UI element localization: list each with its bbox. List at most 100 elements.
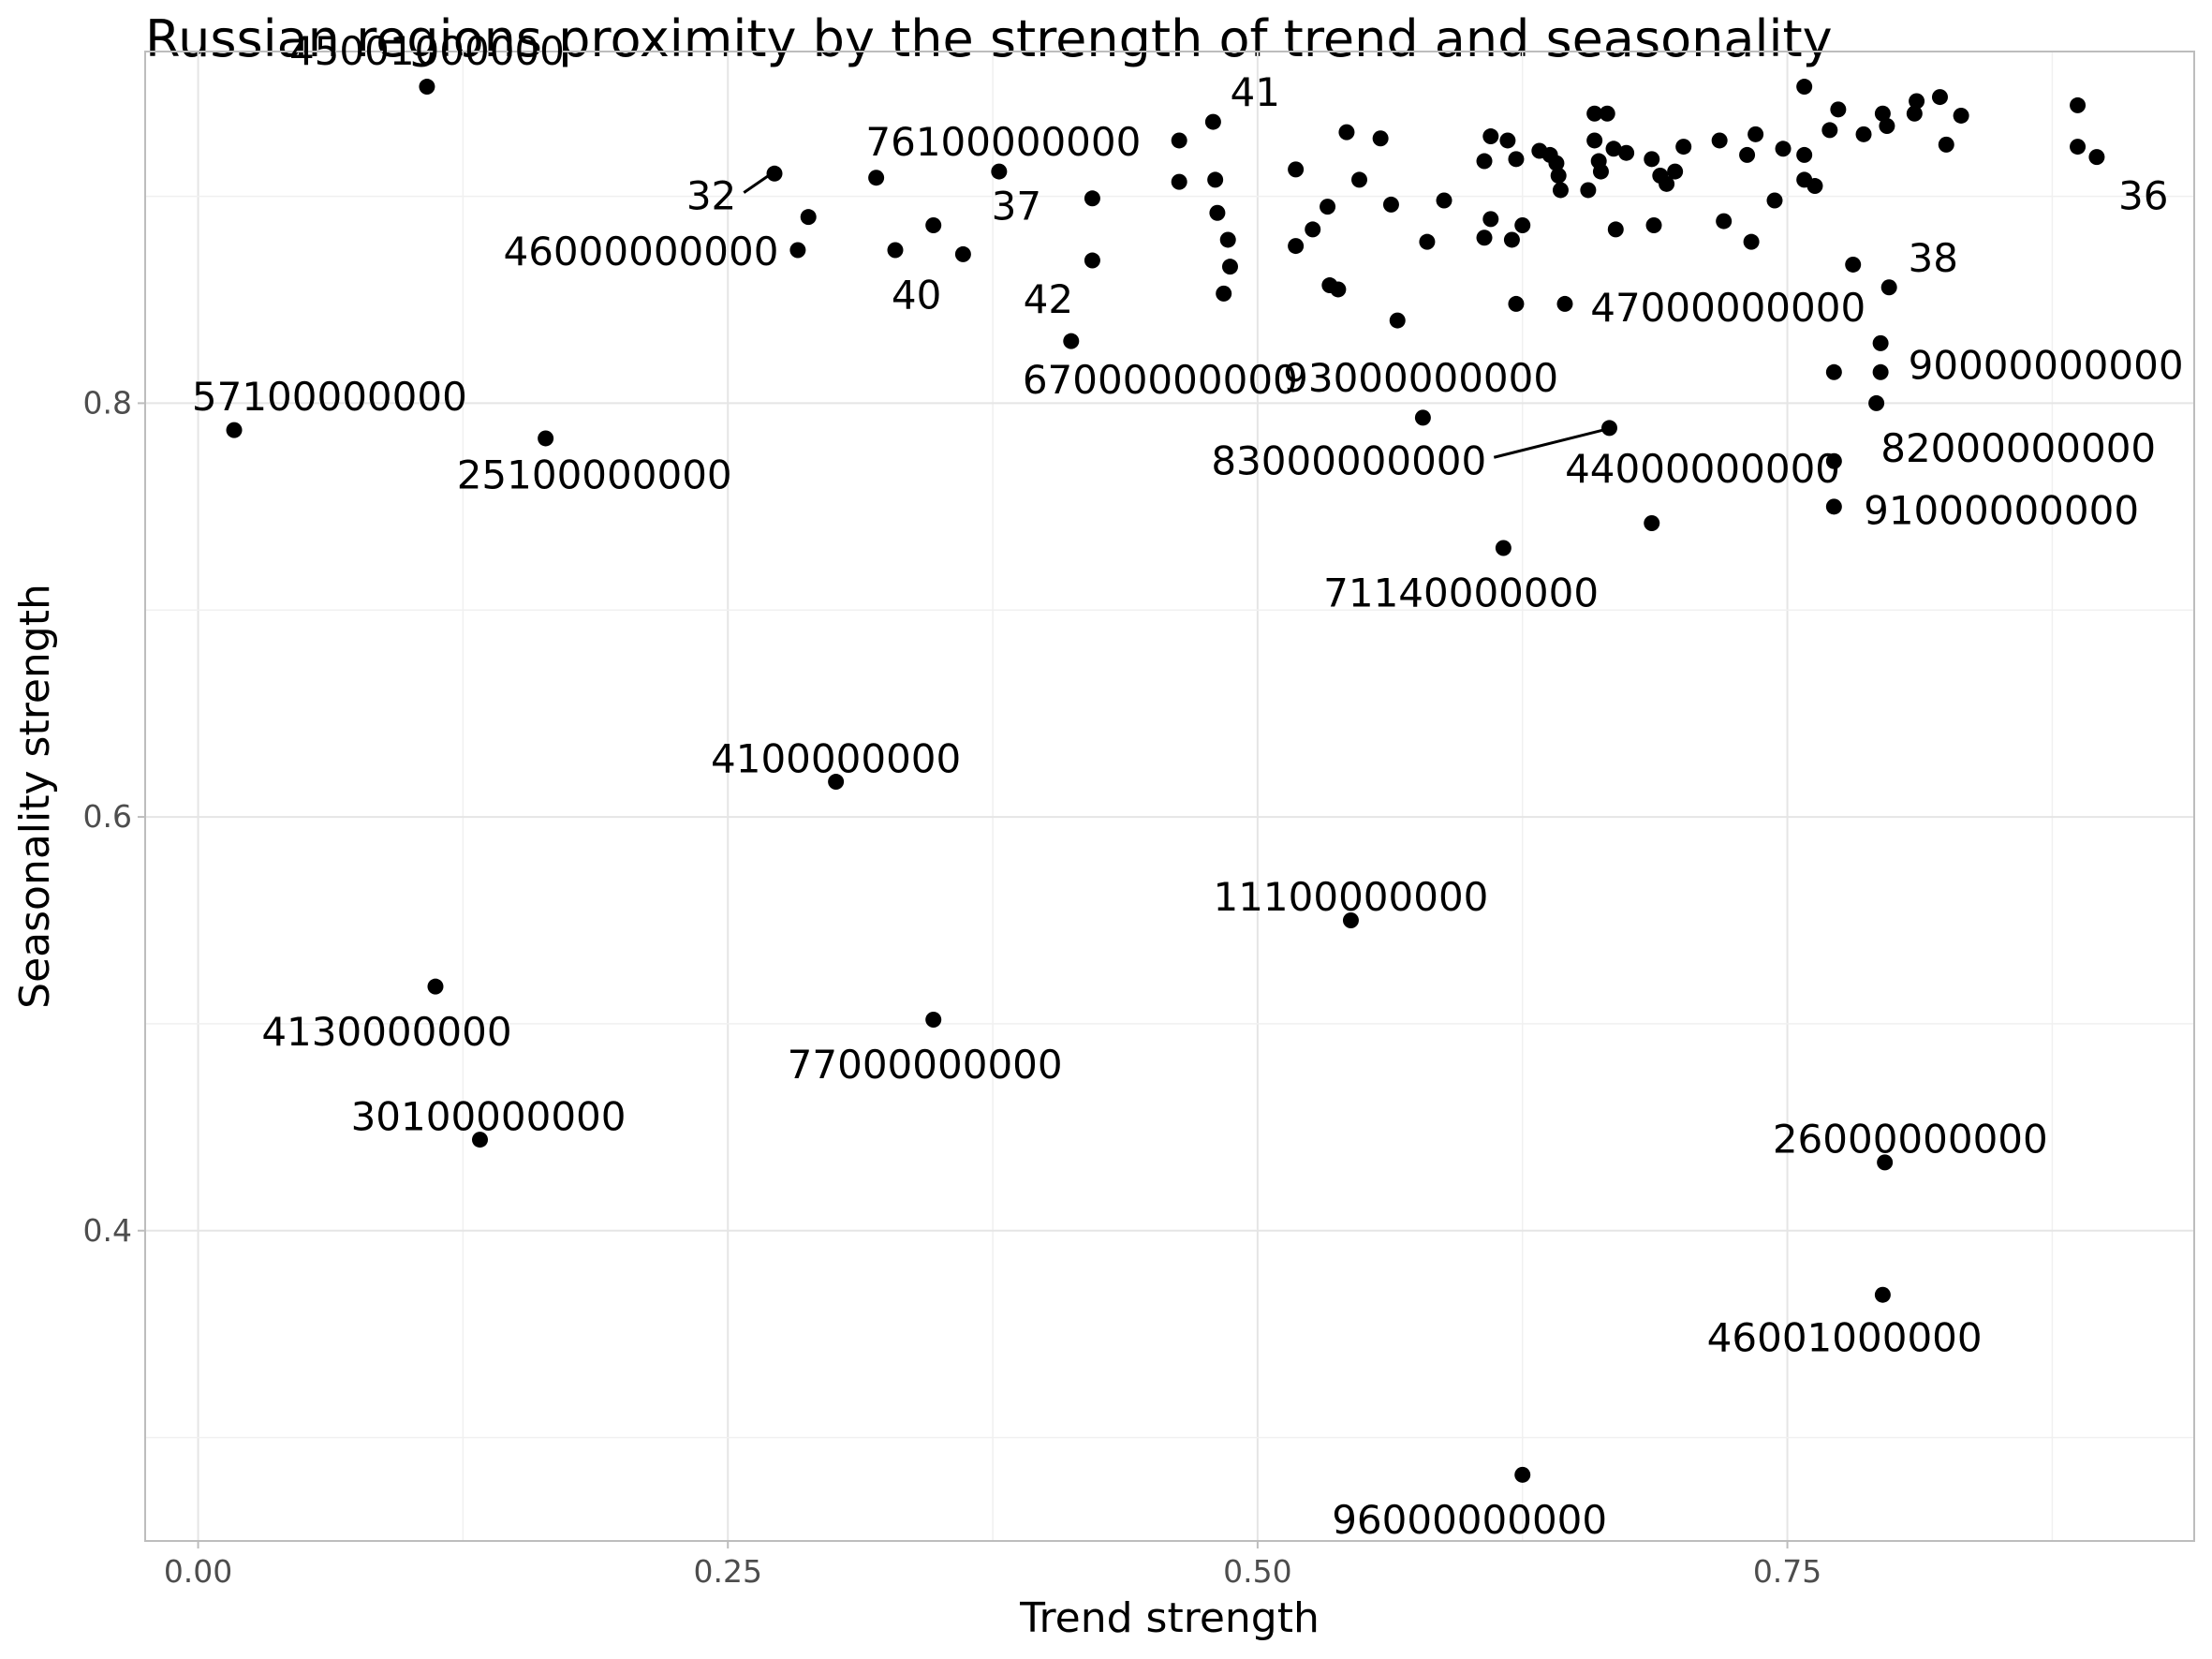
data-point [1618, 144, 1635, 161]
data-point [1711, 132, 1728, 149]
data-point [1906, 105, 1923, 122]
data-point [1482, 128, 1499, 145]
data-point [1063, 333, 1080, 349]
point-label: 44000000000 [1565, 446, 1840, 492]
grid [145, 52, 2194, 1541]
x-tick-label: 0.00 [164, 1553, 232, 1590]
data-point [1796, 146, 1813, 163]
data-point [868, 170, 885, 186]
data-point [1550, 168, 1567, 184]
data-point [1825, 452, 1842, 469]
data-point [1586, 105, 1603, 122]
data-point [1586, 132, 1603, 149]
data-point [1877, 1154, 1894, 1171]
data-point [1219, 231, 1236, 248]
point-label: 37 [992, 184, 1041, 230]
data-point [1874, 105, 1891, 122]
data-point [1503, 231, 1520, 248]
point-label: 30100000000 [351, 1093, 627, 1139]
data-point [427, 978, 444, 995]
data-point [1171, 173, 1187, 190]
point-label: 91000000000 [1864, 487, 2139, 533]
data-point [1552, 182, 1569, 199]
data-point [1938, 136, 1954, 153]
data-point [1879, 118, 1895, 134]
data-point [1372, 130, 1389, 147]
data-point [1207, 171, 1224, 188]
data-point [1320, 199, 1336, 215]
point-label: 11100000000 [1213, 874, 1488, 920]
data-point [991, 163, 1008, 180]
point-label: 4100000000 [711, 735, 961, 781]
data-point [1796, 79, 1813, 96]
data-point [1556, 295, 1573, 312]
data-point [766, 165, 783, 182]
data-point [1601, 420, 1618, 437]
data-point [1580, 182, 1597, 199]
data-point [1855, 126, 1872, 142]
axis-ticks: 0.00 0.25 0.50 0.75 0.4 0.6 0.8 [83, 384, 1822, 1590]
data-point [1644, 515, 1660, 531]
data-point [1216, 285, 1232, 302]
data-point [419, 79, 435, 96]
point-label: 71140000000 [1323, 570, 1599, 616]
data-point [1880, 279, 1897, 296]
data-point [1499, 132, 1516, 149]
data-point [1508, 151, 1525, 168]
data-point [1644, 151, 1660, 168]
point-label: 96000000000 [1332, 1497, 1607, 1543]
data-point [1830, 101, 1847, 118]
data-point [1743, 233, 1760, 250]
data-point [1436, 192, 1453, 209]
x-axis-title: Trend strength [1019, 1594, 1320, 1642]
data-point [800, 209, 817, 226]
data-point [1806, 178, 1823, 195]
data-point [1607, 221, 1624, 238]
x-tick-label: 0.75 [1753, 1553, 1821, 1590]
label-leader-lines [743, 174, 1604, 459]
data-point [1675, 139, 1692, 156]
data-point [887, 242, 904, 259]
data-point [1382, 196, 1399, 213]
data-point [1221, 259, 1238, 275]
data-point [1872, 363, 1889, 380]
data-point [1845, 256, 1862, 273]
data-point [1931, 89, 1948, 106]
point-label: 32 [686, 173, 736, 219]
data-point [1605, 141, 1622, 157]
data-point [1775, 141, 1792, 157]
data-point [1495, 540, 1512, 556]
data-point [1476, 230, 1493, 246]
point-label: 47000000000 [1590, 285, 1865, 331]
x-tick-label: 0.50 [1223, 1553, 1291, 1590]
data-point [1645, 217, 1662, 233]
data-point [2070, 139, 2087, 156]
data-point [1330, 281, 1347, 298]
data-point [1514, 1466, 1531, 1483]
point-label: 36 [2118, 173, 2168, 219]
point-label: 40 [892, 273, 941, 318]
data-point [1868, 394, 1885, 411]
data-point [472, 1132, 489, 1148]
point-label: 76100000000 [865, 119, 1141, 165]
data-point [789, 242, 806, 259]
data-point [1874, 1286, 1891, 1303]
y-tick-label: 0.6 [83, 798, 132, 835]
data-point [1825, 363, 1842, 380]
point-label: 93000000000 [1283, 355, 1558, 401]
data-point [2088, 149, 2105, 166]
data-point [1389, 312, 1406, 329]
data-point [1592, 163, 1609, 180]
data-point [1305, 221, 1321, 238]
data-point [1288, 238, 1305, 255]
y-tick-label: 0.4 [83, 1212, 132, 1249]
data-point [1171, 132, 1187, 149]
y-axis-title: Seasonality strength [11, 584, 59, 1009]
point-labels: 45001000000 76100000000 32 40 46000000000 37 4… [192, 28, 2184, 1543]
point-label: 83000000000 [1211, 437, 1486, 483]
point-label: 67000000000 [1023, 357, 1298, 403]
data-point [1599, 105, 1615, 122]
point-label: 77000000000 [788, 1042, 1063, 1088]
